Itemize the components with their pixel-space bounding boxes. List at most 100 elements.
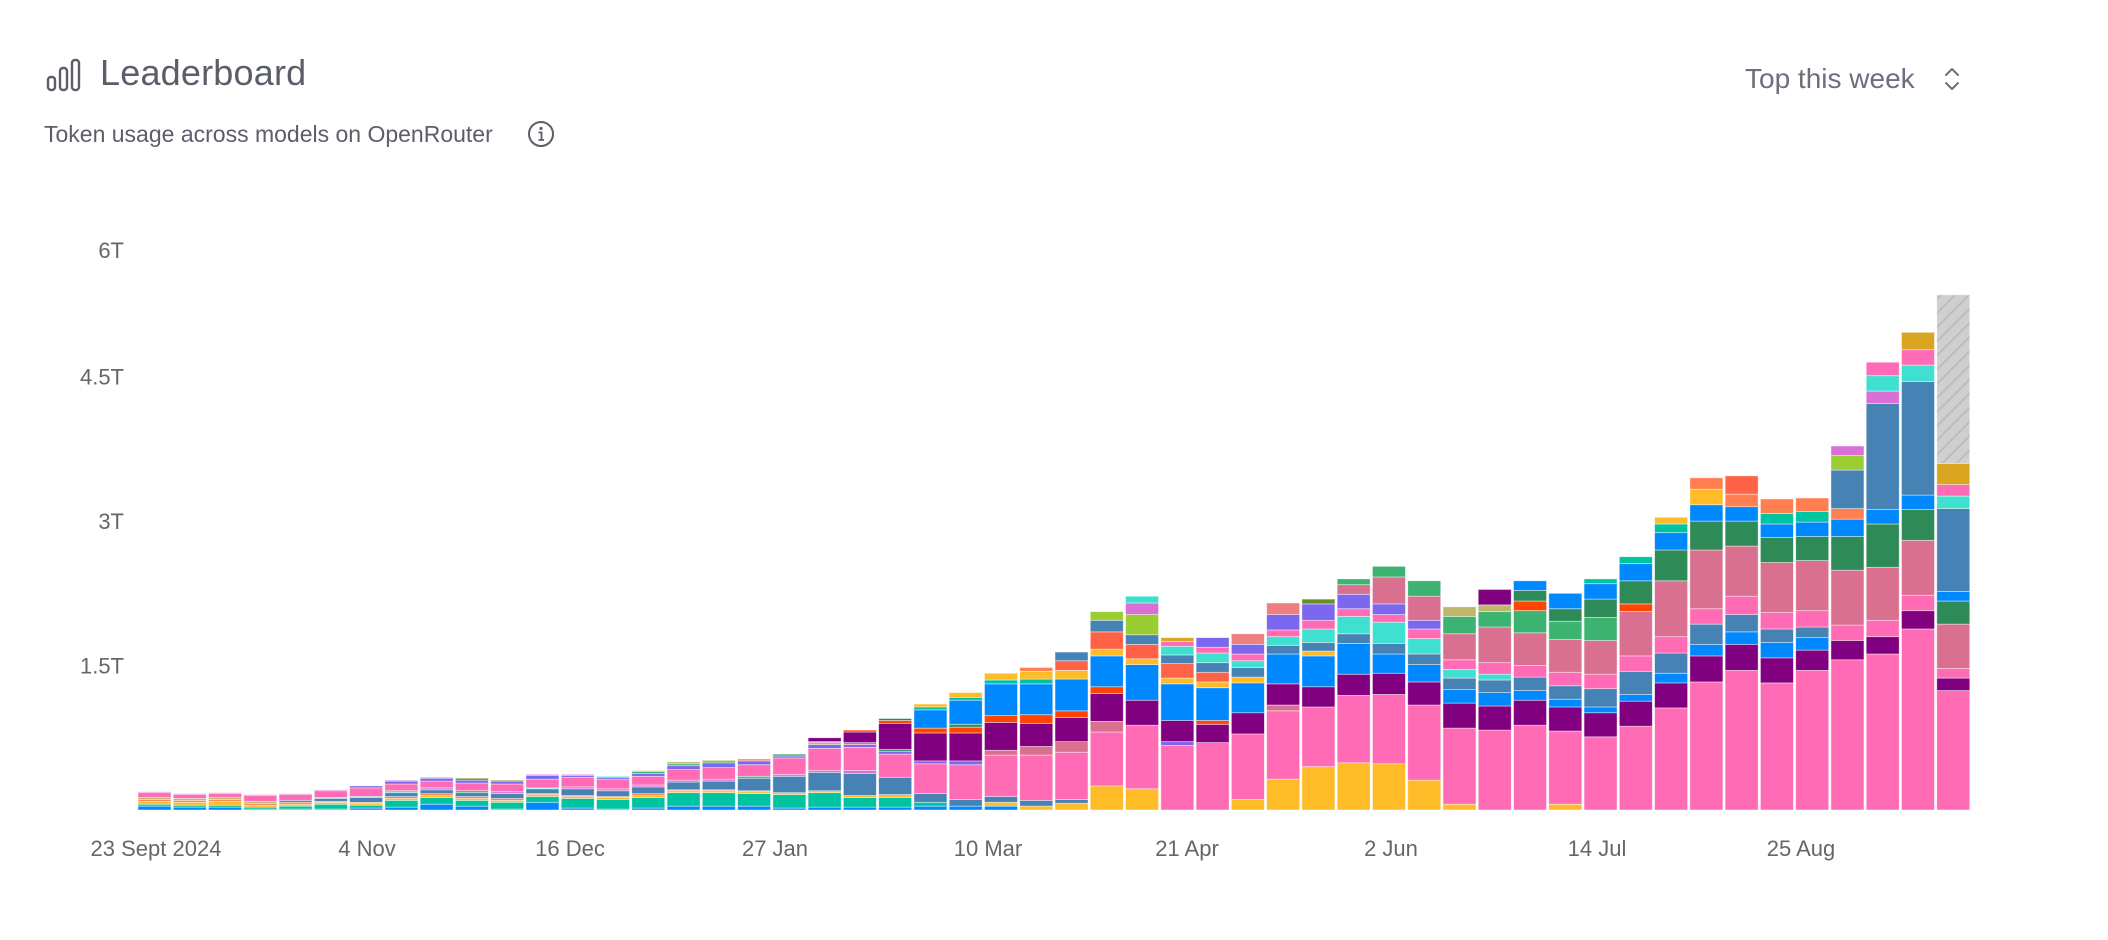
bar-segment[interactable] — [1372, 621, 1406, 644]
bar-segment[interactable] — [666, 761, 701, 765]
bar-segment[interactable] — [137, 800, 172, 805]
bar-segment[interactable] — [1513, 580, 1547, 591]
bar-stack[interactable] — [1372, 565, 1406, 811]
bar-segment[interactable] — [1795, 649, 1830, 671]
bar-segment[interactable] — [1407, 664, 1442, 683]
bar-segment[interactable] — [1618, 563, 1653, 582]
bar-segment[interactable] — [596, 778, 630, 790]
bar-segment[interactable] — [913, 805, 948, 811]
bar-segment[interactable] — [596, 790, 630, 797]
bar-segment[interactable] — [984, 672, 1018, 681]
bar-segment[interactable] — [1901, 349, 1935, 366]
bar-stack[interactable] — [913, 703, 948, 811]
bar-segment[interactable] — [172, 794, 207, 799]
bar-segment[interactable] — [1019, 714, 1054, 724]
bar-segment[interactable] — [666, 781, 701, 791]
bar-segment[interactable] — [1795, 669, 1830, 811]
bar-segment[interactable] — [701, 805, 736, 811]
bar-segment[interactable] — [1936, 600, 1971, 625]
bar-segment[interactable] — [1830, 518, 1865, 537]
bar-segment[interactable] — [419, 780, 454, 789]
bar-stack[interactable] — [1513, 580, 1547, 811]
bar-segment[interactable] — [984, 749, 1018, 756]
bar-segment[interactable] — [1936, 508, 1971, 592]
bar-segment[interactable] — [913, 801, 948, 807]
bar-stack[interactable] — [384, 779, 419, 811]
bar-segment[interactable] — [984, 801, 1018, 807]
bar-segment[interactable] — [1548, 706, 1583, 732]
bar-segment[interactable] — [1230, 733, 1265, 800]
bar-segment[interactable] — [243, 794, 278, 796]
bar-stack[interactable] — [1830, 445, 1865, 811]
bar-segment[interactable] — [1160, 663, 1195, 679]
bar-segment[interactable] — [1336, 593, 1371, 610]
bar-segment[interactable] — [1230, 643, 1265, 655]
bar-segment[interactable] — [1089, 721, 1124, 733]
bar-segment[interactable] — [1336, 578, 1371, 586]
bar-segment[interactable] — [1054, 651, 1089, 662]
bar-segment[interactable] — [1548, 803, 1583, 811]
bar-segment[interactable] — [1830, 659, 1865, 811]
bar-segment[interactable] — [666, 792, 701, 807]
bar-segment[interactable] — [1019, 746, 1054, 756]
bar-segment[interactable] — [737, 760, 771, 766]
bar-segment[interactable] — [1195, 723, 1230, 743]
bar-segment[interactable] — [1266, 629, 1301, 638]
bar-segment[interactable] — [1583, 583, 1618, 600]
bar-segment[interactable] — [1724, 595, 1759, 615]
bar-segment[interactable] — [1724, 631, 1759, 645]
bar-segment[interactable] — [1054, 741, 1089, 753]
bar-segment[interactable] — [1442, 616, 1477, 635]
bar-segment[interactable] — [1407, 653, 1442, 665]
bar-stack[interactable] — [1125, 595, 1159, 811]
bar-stack[interactable] — [807, 737, 842, 811]
bar-segment[interactable] — [1724, 506, 1759, 522]
bar-segment[interactable] — [1019, 722, 1054, 747]
bar-segment[interactable] — [1336, 695, 1371, 764]
bar-stack[interactable] — [1230, 633, 1265, 811]
bar-segment[interactable] — [1195, 720, 1230, 725]
bar-segment[interactable] — [1477, 589, 1512, 606]
bar-segment[interactable] — [1054, 710, 1089, 718]
bar-segment[interactable] — [384, 783, 419, 792]
bar-segment[interactable] — [349, 785, 384, 789]
bar-segment[interactable] — [1407, 595, 1442, 621]
bar-segment[interactable] — [1654, 523, 1689, 534]
bar-segment[interactable] — [278, 805, 313, 810]
bar-segment[interactable] — [1901, 594, 1935, 612]
bar-segment[interactable] — [1195, 646, 1230, 654]
bar-segment[interactable] — [1054, 799, 1089, 804]
bar-segment[interactable] — [1724, 545, 1759, 597]
bar-segment[interactable] — [1336, 643, 1371, 675]
bar-segment[interactable] — [878, 794, 913, 798]
bar-segment[interactable] — [1513, 665, 1547, 678]
bar-segment[interactable] — [666, 769, 701, 781]
bar-segment[interactable] — [1548, 685, 1583, 700]
bar-segment[interactable] — [807, 806, 842, 811]
bar-segment[interactable] — [172, 793, 207, 795]
bar-segment[interactable] — [1760, 642, 1794, 659]
bar-segment[interactable] — [1724, 614, 1759, 633]
bar-stack[interactable] — [1901, 331, 1935, 811]
bar-segment[interactable] — [525, 801, 560, 811]
bar-segment[interactable] — [1407, 580, 1442, 597]
bar-segment[interactable] — [349, 804, 384, 809]
bar-segment[interactable] — [596, 775, 630, 778]
bar-segment[interactable] — [490, 780, 525, 785]
bar-segment[interactable] — [1618, 694, 1653, 702]
bar-segment[interactable] — [1442, 689, 1477, 704]
bar-segment[interactable] — [1407, 681, 1442, 706]
bar-segment[interactable] — [1054, 717, 1089, 743]
bar-segment[interactable] — [1513, 724, 1547, 811]
bar-segment[interactable] — [984, 683, 1018, 717]
bar-segment[interactable] — [1230, 799, 1265, 811]
bar-segment[interactable] — [701, 759, 736, 762]
bar-segment[interactable] — [1301, 628, 1336, 643]
bar-segment[interactable] — [1089, 655, 1124, 688]
bar-segment[interactable] — [1266, 710, 1301, 780]
bar-segment[interactable] — [1230, 682, 1265, 714]
bar-stack[interactable] — [1618, 556, 1653, 811]
bar-segment[interactable] — [1689, 608, 1724, 625]
bar-segment[interactable] — [1089, 648, 1124, 657]
bar-segment[interactable] — [1583, 598, 1618, 618]
